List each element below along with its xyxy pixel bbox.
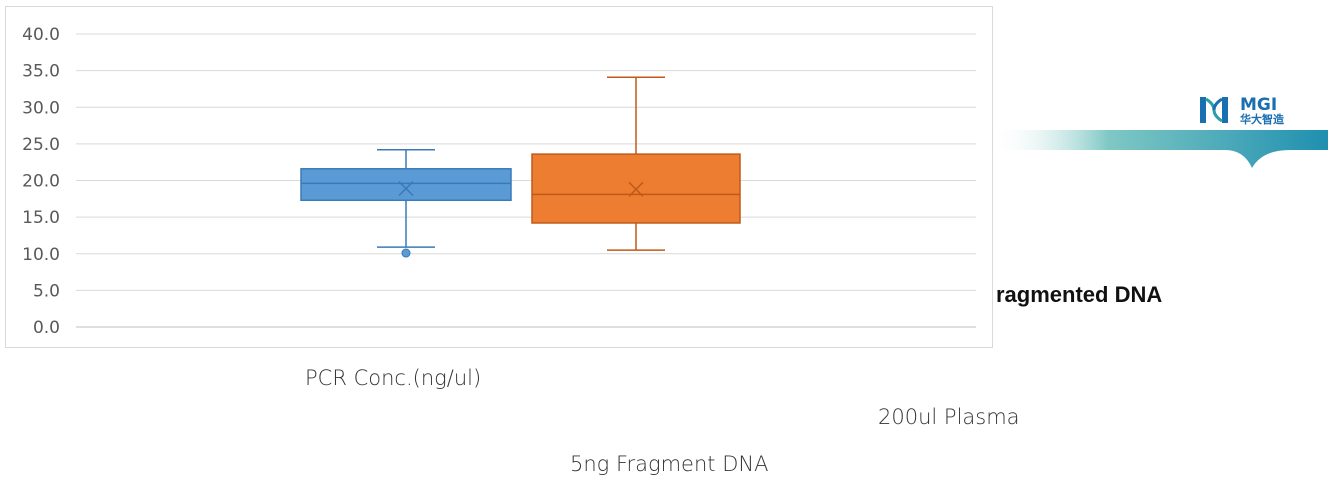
- box-series: [300, 76, 741, 258]
- mgi-logo: MGI 华大智造: [1200, 95, 1285, 126]
- mean-marker: [628, 181, 644, 197]
- y-tick-label: 10.0: [22, 245, 60, 265]
- y-tick-label: 30.0: [22, 98, 60, 118]
- slide-heading-fragment: ragmented DNA: [996, 282, 1163, 307]
- logo-subtitle: 华大智造: [1240, 112, 1285, 126]
- logo-brand: MGI: [1240, 95, 1277, 115]
- outlier-point: [401, 248, 411, 258]
- box-series-1: [300, 148, 512, 258]
- iqr-box: [300, 168, 512, 202]
- y-tick-labels: 0.0 5.0 10.0 15.0 20.0 25.0 30.0 35.0 40.0: [22, 25, 60, 338]
- mgi-dna-logo-icon: [1200, 97, 1228, 123]
- y-tick-label: 0.0: [33, 318, 60, 338]
- box-plot-chart: 0.0 5.0 10.0 15.0 20.0 25.0 30.0 35.0 40.0: [22, 25, 976, 338]
- caption-pcr-conc: PCR Conc.(ng/ul): [305, 366, 482, 390]
- caption-plasma: 200ul Plasma: [878, 405, 1020, 429]
- y-tick-label: 35.0: [22, 62, 60, 82]
- header-band: [990, 130, 1328, 168]
- caption-fragment-dna: 5ng Fragment DNA: [570, 452, 769, 476]
- y-tick-label: 40.0: [22, 25, 60, 45]
- gridlines: [76, 33, 976, 328]
- y-tick-label: 15.0: [22, 208, 60, 228]
- y-tick-label: 20.0: [22, 172, 60, 192]
- box-series-2: [531, 76, 741, 251]
- y-tick-label: 25.0: [22, 135, 60, 155]
- chart-frame: 0.0 5.0 10.0 15.0 20.0 25.0 30.0 35.0 40.0: [5, 6, 993, 348]
- y-tick-label: 5.0: [33, 281, 60, 301]
- mean-marker: [398, 181, 414, 197]
